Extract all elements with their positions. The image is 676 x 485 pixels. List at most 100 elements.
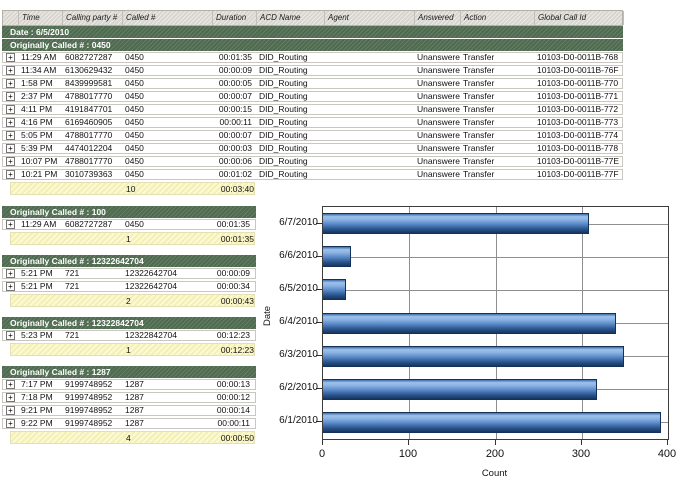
cell-time: 9:21 PM (21, 406, 53, 415)
expand-icon[interactable]: + (6, 269, 15, 278)
fragment-group: Originally Called # : 1287 +7:17 PM 919974… (2, 366, 256, 444)
cell-called: 1287 (125, 393, 144, 402)
expand-icon[interactable]: + (6, 92, 15, 101)
cell-acd: DID_Routing (259, 157, 308, 166)
call-row: +10:07 PM 4788017770 0450 00:00:06 DID_Routi… (2, 156, 623, 167)
expand-icon[interactable]: + (6, 118, 15, 127)
cell-agent (324, 131, 414, 140)
expand-cell: + (3, 79, 18, 88)
expand-icon[interactable]: + (6, 220, 15, 229)
calls-by-date-chart: Date 6/7/2010 6/6/2010 6/5/2010 6/4/2010 6/3… (256, 200, 676, 485)
cell-called: 0450 (125, 220, 144, 229)
cell-time: 7:18 PM (21, 393, 53, 402)
call-row: +5:39 PM 4474012204 0450 00:00:03 DID_Routin… (2, 143, 623, 154)
chart-plot-area (322, 206, 669, 440)
group-summary-row: 1 00:12:23 (10, 343, 255, 356)
cell-time: 10:21 PM (21, 170, 58, 179)
cell-called: 0450 (125, 53, 144, 62)
expand-cell: + (3, 53, 18, 62)
x-tick-label: 400 (657, 448, 676, 460)
summary-duration: 00:01:35 (220, 234, 254, 244)
cell-duration: 00:00:09 (218, 66, 252, 75)
expand-icon[interactable]: + (6, 393, 15, 402)
cell-answered: Unanswered (417, 79, 460, 88)
expand-icon[interactable]: + (6, 406, 15, 415)
cell-duration: 00:00:09 (216, 269, 250, 278)
column-header-duration: Duration (213, 11, 257, 25)
chart-bar (323, 246, 351, 267)
expand-cell: + (3, 419, 18, 428)
cell-agent (324, 92, 414, 101)
chart-bar (323, 379, 597, 400)
column-header-global: Global Call Id (535, 11, 624, 25)
cell-duration: 00:00:05 (218, 79, 252, 88)
cell-duration: 00:01:35 (216, 220, 250, 229)
cell-duration: 00:00:07 (218, 92, 252, 101)
cell-called: 12322642704 (125, 269, 178, 278)
expand-cell: + (3, 269, 18, 278)
call-row: +7:18 PM 9199748952 1287 00:00:12 (2, 392, 256, 403)
expand-icon[interactable]: + (6, 105, 15, 114)
group-summary-row: 10 00:03:40 (10, 182, 255, 195)
x-tick-mark (408, 439, 409, 445)
cell-calling: 9199748952 (65, 419, 113, 428)
cell-called: 0450 (125, 157, 144, 166)
cell-answered: Unanswered (417, 105, 460, 114)
cell-agent (324, 105, 414, 114)
cell-called: 0450 (125, 92, 144, 101)
cell-calling: 4788017770 (65, 131, 113, 140)
cell-calling: 4191847701 (65, 105, 113, 114)
summary-spacer (11, 432, 123, 445)
expand-icon[interactable]: + (6, 144, 15, 153)
cell-called: 1287 (125, 406, 144, 415)
summary-duration: 00:00:43 (220, 296, 254, 306)
x-axis-title: Count (481, 468, 508, 479)
expand-cell: + (3, 105, 18, 114)
expand-icon[interactable]: + (6, 282, 15, 291)
expand-icon[interactable]: + (6, 170, 15, 179)
cell-agent (324, 53, 414, 62)
expand-icon[interactable]: + (6, 53, 15, 62)
x-tick-label: 200 (485, 448, 505, 460)
cell-calling: 6169460905 (65, 118, 113, 127)
expand-cell: + (3, 380, 18, 389)
cell-calling: 4474012204 (65, 144, 113, 153)
call-row: +2:37 PM 4788017770 0450 00:00:07 DID_Routin… (2, 91, 623, 102)
expand-icon[interactable]: + (6, 79, 15, 88)
cell-time: 1:58 PM (21, 79, 53, 88)
y-tick-label: 6/7/2010 (279, 217, 318, 228)
cell-duration: 00:00:11 (219, 118, 252, 127)
cell-acd: DID_Routing (259, 92, 308, 101)
expand-icon[interactable]: + (6, 66, 15, 75)
call-report-table: Time Calling party # Called # Duration ACD N… (2, 10, 624, 195)
cell-action: Transfer (463, 131, 495, 140)
cell-time: 5:21 PM (21, 282, 53, 291)
cell-duration: 00:00:14 (216, 406, 250, 415)
expand-cell: + (3, 406, 18, 415)
cell-duration: 00:00:03 (218, 144, 252, 153)
cell-agent (324, 144, 414, 153)
call-row: +5:23 PM 721 12322842704 00:12:23 (2, 330, 256, 341)
group-band-0450: Originally Called # : 0450 (2, 39, 623, 52)
call-row: +5:21 PM 721 12322642704 00:00:34 (2, 281, 256, 292)
expand-icon[interactable]: + (6, 131, 15, 140)
cell-global: 10103-D0-0011B-76F (537, 66, 619, 75)
call-row: +11:34 AM 6130629432 0450 00:00:09 DID_Routi… (2, 65, 623, 76)
expand-icon[interactable]: + (6, 380, 15, 389)
summary-duration: 00:03:40 (220, 184, 254, 194)
gridline-horizontal (323, 290, 668, 291)
cell-called: 1287 (125, 380, 144, 389)
expand-icon[interactable]: + (6, 157, 15, 166)
call-row: +10:21 PM 3010739363 0450 00:01:02 DID_Routi… (2, 169, 623, 180)
cell-global: 10103-D0-0011B-77E (537, 157, 620, 166)
expand-icon[interactable]: + (6, 331, 15, 340)
column-header-action: Action (461, 11, 535, 25)
cell-global: 10103-D0-0011B-77F (537, 170, 619, 179)
cell-called: 0450 (125, 131, 144, 140)
report-header-row: Time Calling party # Called # Duration ACD N… (2, 10, 624, 26)
summary-spacer (11, 183, 123, 196)
cell-duration: 00:00:13 (216, 380, 250, 389)
expand-icon[interactable]: + (6, 419, 15, 428)
cell-agent (324, 79, 414, 88)
column-header-agent: Agent (325, 11, 415, 25)
